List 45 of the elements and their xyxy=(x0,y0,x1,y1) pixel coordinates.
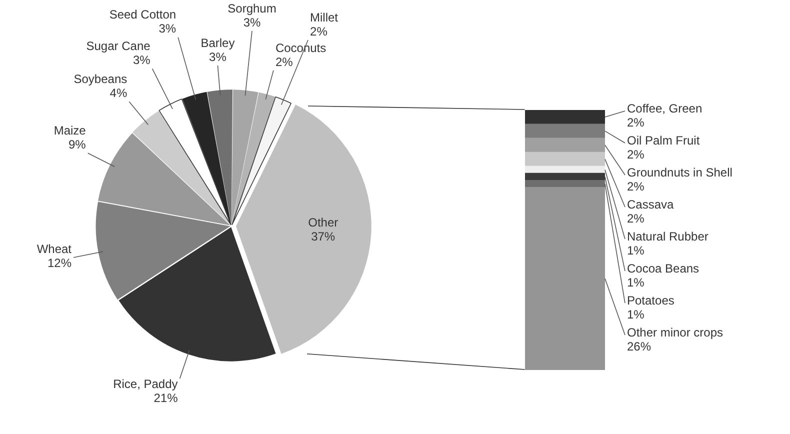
slice-label: Millet xyxy=(310,10,339,24)
text: Groundnuts in Shell xyxy=(627,165,732,180)
data-label: 3% xyxy=(132,53,151,68)
slice-label: Soybeans xyxy=(74,72,128,86)
data-label: 4% xyxy=(110,86,128,100)
data-label: 1% xyxy=(627,275,645,290)
slice-label: Wheat xyxy=(36,242,72,256)
data-label: 1% xyxy=(627,243,645,258)
data-label: 1% xyxy=(627,307,645,322)
bar xyxy=(525,124,605,138)
bar xyxy=(525,138,605,152)
slice-label: Barley xyxy=(200,36,235,50)
bar xyxy=(525,110,605,124)
data-label: 2% xyxy=(310,24,328,38)
slice-label: Other xyxy=(308,216,338,230)
bar xyxy=(525,166,605,174)
data-label: 2% xyxy=(627,115,645,130)
bar xyxy=(525,152,605,167)
data-label: 2% xyxy=(627,147,645,162)
series-label: Other minor crops xyxy=(627,325,724,340)
data-label: 2% xyxy=(627,179,645,194)
text: Cocoa Beans xyxy=(627,261,700,276)
text: Natural Rubber xyxy=(627,229,708,244)
data-label: 26% xyxy=(627,339,652,354)
data-label: 21% xyxy=(154,390,178,405)
text: Cassava xyxy=(627,197,674,212)
data-label: 3% xyxy=(209,50,227,64)
data-label: 9% xyxy=(68,137,86,152)
bar xyxy=(525,180,605,188)
slice-label: Sugar Cane xyxy=(86,39,151,54)
data-label: 2% xyxy=(275,54,294,69)
slice-label: Rice, Paddy xyxy=(113,376,178,391)
data-label: 37% xyxy=(311,230,336,244)
text: Potatoes xyxy=(627,293,674,308)
slice-label: Seed Cotton xyxy=(109,8,176,22)
data-label: 3% xyxy=(158,22,176,36)
slice-label: Sorghum xyxy=(228,1,276,16)
data-label: 2% xyxy=(627,211,645,226)
series-label: Oil Palm Fruit xyxy=(627,133,700,148)
bar xyxy=(525,186,605,370)
bar xyxy=(525,172,605,181)
data-label: 12% xyxy=(47,256,72,270)
slice-label: Maize xyxy=(54,123,86,138)
data-label: 3% xyxy=(243,15,261,30)
series-label: Coffee, Green xyxy=(627,101,702,116)
